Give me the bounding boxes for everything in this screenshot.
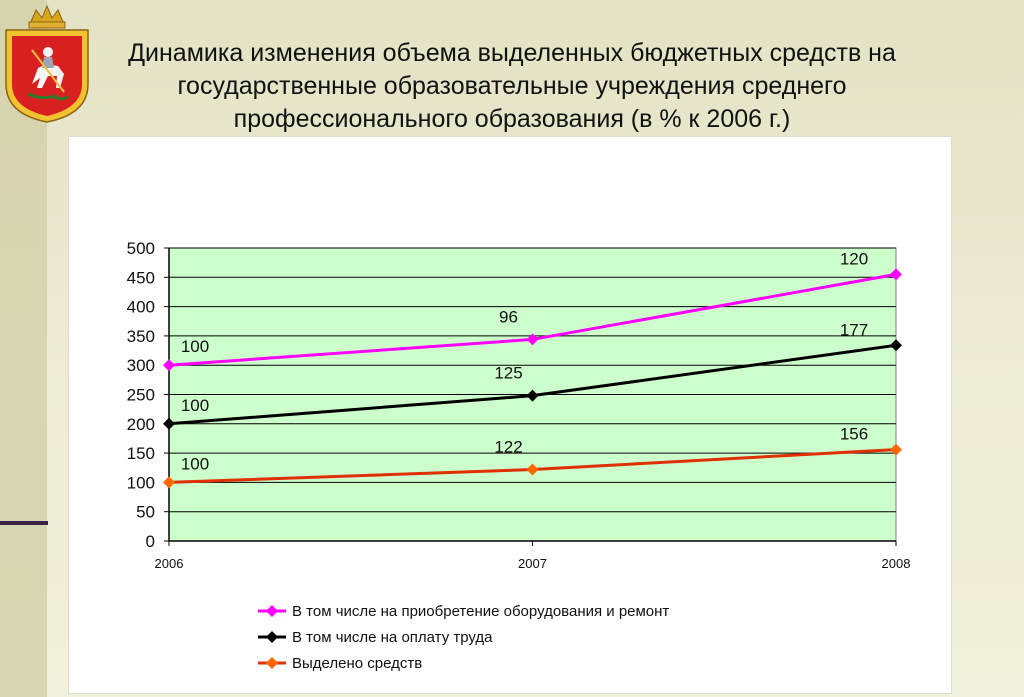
- y-tick-label: 200: [127, 415, 155, 434]
- page-title: Динамика изменения объема выделенных бюд…: [92, 37, 932, 136]
- data-point: [526, 463, 539, 476]
- y-tick-label: 150: [127, 444, 155, 463]
- y-tick-label: 400: [127, 298, 155, 317]
- legend-label: В том числе на оплату труда: [292, 628, 493, 646]
- legend-item: В том числе на приобретение оборудования…: [258, 598, 778, 624]
- data-point: [163, 476, 175, 489]
- y-tick-label: 0: [146, 532, 155, 551]
- legend-label: В том числе на приобретение оборудования…: [292, 602, 670, 620]
- y-tick-label: 300: [127, 356, 155, 375]
- y-tick-label: 350: [127, 327, 155, 346]
- y-tick-label: 450: [127, 268, 155, 287]
- data-point: [890, 268, 902, 281]
- legend-label: Выделено средств: [292, 654, 423, 672]
- legend-item: В том числе на оплату труда: [258, 624, 778, 650]
- data-point: [163, 417, 175, 430]
- y-tick-label: 250: [127, 386, 155, 405]
- data-label: 177: [840, 320, 868, 339]
- data-point: [890, 339, 902, 352]
- legend-item: Выделено средств: [258, 650, 778, 676]
- legend-swatch: [258, 631, 286, 643]
- title-line-2: государственные образовательные учрежден…: [177, 72, 847, 100]
- data-label: 125: [494, 364, 522, 383]
- left-divider: [0, 521, 48, 525]
- legend-swatch: [258, 605, 286, 617]
- data-label: 96: [499, 307, 518, 326]
- data-label: 100: [181, 337, 209, 356]
- data-label: 122: [494, 438, 522, 457]
- coat-of-arms-logo: [5, 4, 89, 123]
- data-label: 100: [181, 396, 209, 415]
- chart-legend: В том числе на приобретение оборудования…: [258, 598, 778, 676]
- data-label: 100: [181, 454, 209, 473]
- data-point: [890, 443, 902, 456]
- y-tick-label: 100: [127, 473, 155, 492]
- legend-swatch: [258, 657, 286, 669]
- x-tick-label: 2007: [518, 556, 547, 571]
- y-tick-label: 50: [136, 503, 155, 522]
- title-line-3: профессионального образования (в % к 200…: [233, 105, 791, 133]
- data-point: [163, 359, 175, 372]
- title-line-1: Динамика изменения объема выделенных бюд…: [128, 39, 896, 67]
- x-tick-label: 2008: [882, 556, 911, 571]
- data-point: [526, 333, 539, 346]
- data-point: [526, 389, 539, 402]
- data-label: 156: [840, 425, 868, 444]
- y-tick-label: 500: [127, 239, 155, 258]
- x-tick-label: 2006: [155, 556, 184, 571]
- data-label: 120: [840, 249, 868, 268]
